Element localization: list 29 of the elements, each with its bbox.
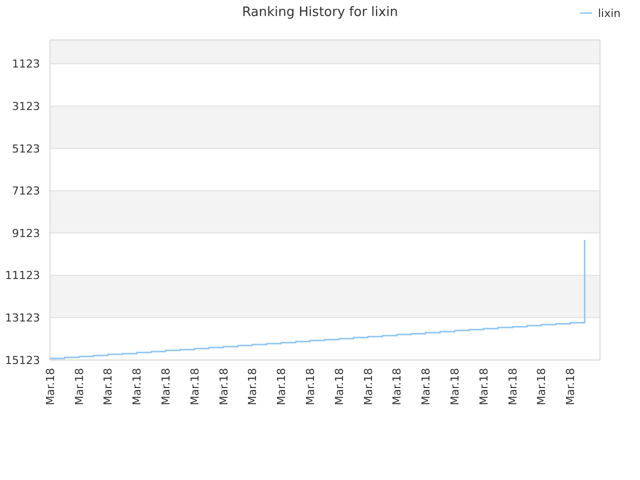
x-tick-label: Mar.18 [304,368,317,406]
x-tick-label: Mar.18 [44,368,57,406]
x-tick-label: Mar.18 [188,368,202,406]
x-tick-label: Mar.18 [130,368,144,406]
y-tick-label: 11123 [5,269,40,282]
x-tick-label: Mar.18 [564,368,578,406]
y-tick-label: 7123 [12,184,40,198]
x-tick-label: Mar.18 [275,368,288,406]
x-tick-label: Mar.18 [332,368,346,406]
x-tick-label: Mar.18 [72,368,86,406]
x-tick-label: Mar.18 [217,368,230,406]
legend-label: lixin [598,6,621,20]
x-tick-label: Mar.18 [448,368,462,406]
x-tick-label: Mar.18 [477,368,490,406]
x-tick-label: Mar.18 [420,368,433,406]
x-tick-label: Mar.18 [362,368,375,406]
y-tick-label: 1123 [12,58,40,71]
x-tick-label: Mar.18 [159,368,172,406]
y-tick-label: 15123 [5,354,40,367]
y-tick-label: 5123 [12,142,40,156]
chart-title: Ranking History for lixin [242,5,398,20]
x-tick-label: Mar.18 [535,368,548,406]
y-tick-label: 3123 [12,100,40,113]
y-tick-label: 13123 [5,312,40,325]
x-tick-label: Mar.18 [506,368,520,406]
x-tick-label: Mar.18 [390,368,404,406]
x-tick-label: Mar.18 [102,368,115,406]
y-tick-label: 9123 [12,226,40,240]
x-tick-label: Mar.18 [246,368,260,406]
